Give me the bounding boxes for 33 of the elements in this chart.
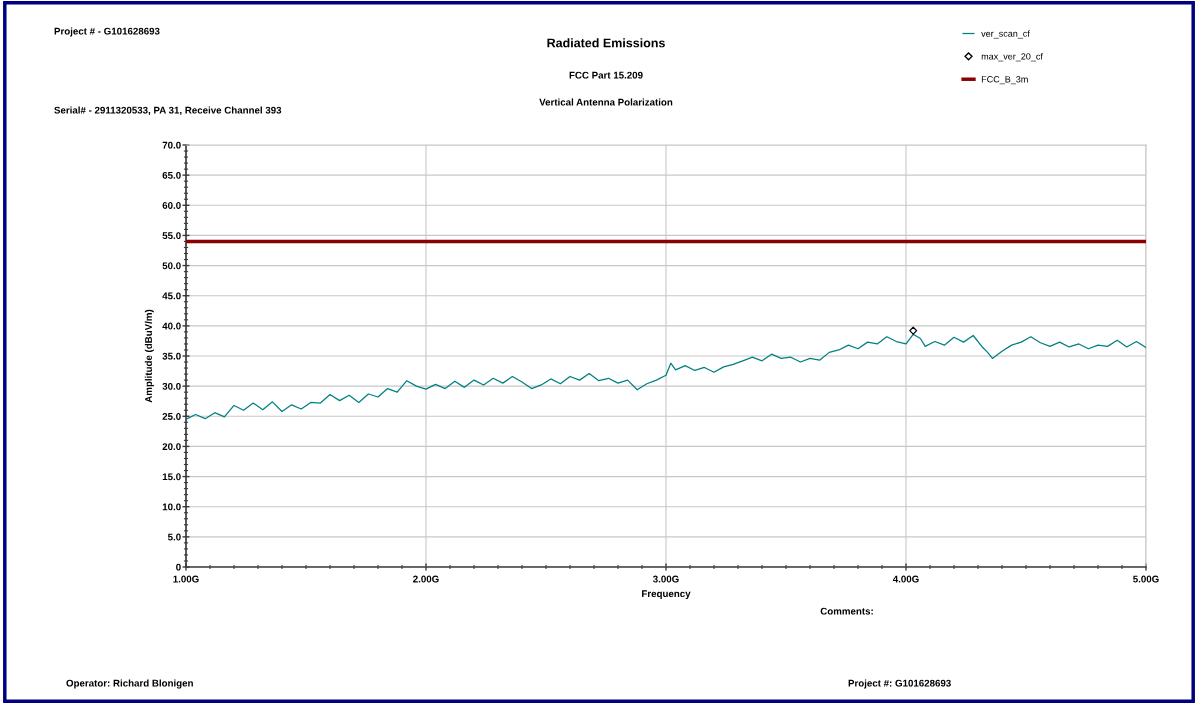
y-tick-label: 20.0 <box>162 443 181 451</box>
text: Project # - G101628693 <box>54 27 160 37</box>
legend-label: ver_scan_cf <box>981 30 1030 39</box>
x-tick-label: 4.00G <box>892 575 919 583</box>
y-tick-label: 50.0 <box>162 262 181 270</box>
chart-subtitle: FCC Part 15.209 <box>569 71 643 79</box>
legend-label: max_ver_20_cf <box>981 52 1043 62</box>
y-tick-label: 60.0 <box>162 202 181 209</box>
y-tick-label: 70.0 <box>162 141 181 149</box>
y-tick-label: 55.0 <box>162 232 181 240</box>
y-axis-title: Amplitude (dBuV/m) <box>144 309 154 403</box>
text: Operator: Richard Blonigen <box>66 679 193 689</box>
y-tick-label: 0 <box>176 563 181 571</box>
text: Serial# - 2911320533, PA 31, Receive Channel 393 <box>54 106 282 116</box>
chart-title: Radiated Emissions <box>547 38 665 48</box>
y-tick-label: 40.0 <box>162 322 181 330</box>
text: Vertical Antenna Polarization <box>539 98 673 106</box>
x-tick-label: 1.00G <box>173 575 199 583</box>
x-tick-label: 3.00G <box>652 575 679 583</box>
y-tick-label: 35.0 <box>162 352 181 360</box>
y-tick-label: 5.0 <box>167 533 181 541</box>
text: Project #: G101628693 <box>848 679 951 689</box>
y-tick-label: 25.0 <box>162 413 181 420</box>
x-tick-label: 5.00G <box>1133 575 1159 583</box>
y-tick-label: 30.0 <box>162 382 181 390</box>
y-tick-label: 65.0 <box>162 171 181 179</box>
text: Comments: <box>820 607 873 615</box>
y-tick-label: 10.0 <box>162 503 181 511</box>
legend-label: FCC_B_3m <box>981 76 1028 85</box>
x-axis-title: Frequency <box>642 590 691 600</box>
y-tick-label: 45.0 <box>162 292 181 300</box>
x-tick-label: 2.00G <box>413 575 439 583</box>
y-tick-label: 15.0 <box>162 473 181 481</box>
